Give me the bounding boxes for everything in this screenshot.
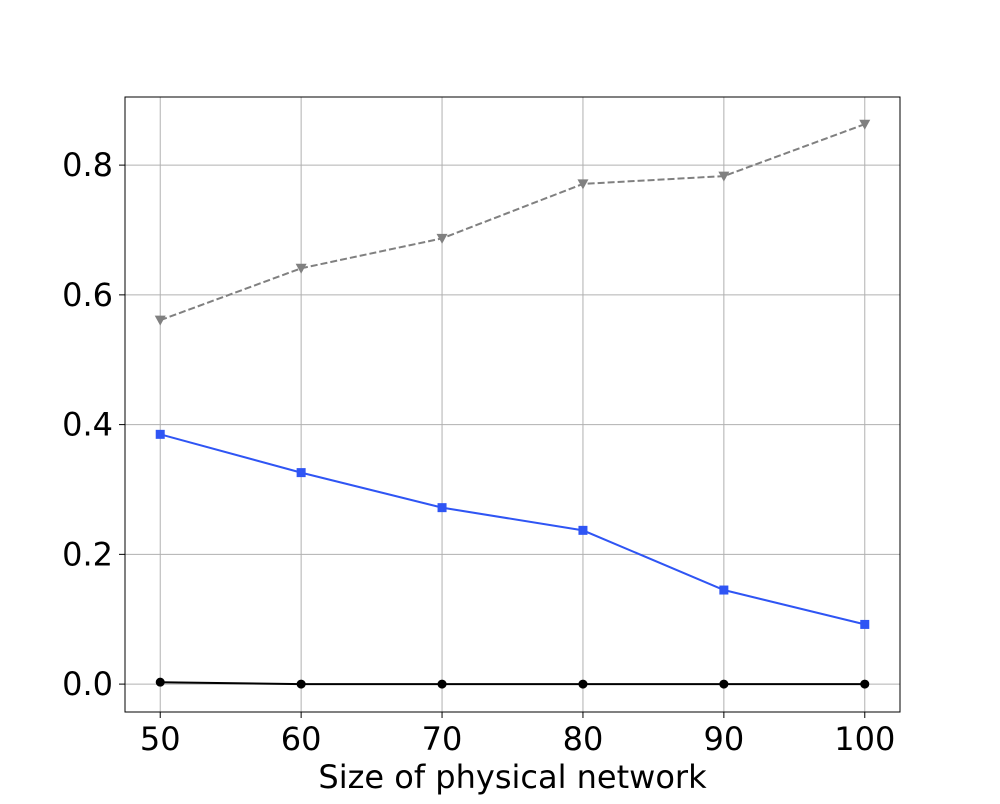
series-2-point [719,585,729,595]
series-3-line [160,681,865,686]
series-3-point [296,679,306,689]
series-3-point [860,679,870,689]
y-tick-label: 0.0 [62,665,113,703]
x-axis-title: Size of physical network [318,758,707,796]
series-1-point [295,263,307,274]
series-1-point [718,171,730,182]
series-2-point [860,619,870,629]
series-2-point [155,429,165,439]
series-2-line [159,433,866,626]
x-tick-label: 70 [422,720,463,758]
series-1-point [436,233,448,244]
series-3-point [437,679,447,689]
series-2-point [578,525,588,535]
y-tick-label: 0.2 [62,535,113,573]
series-3-point [719,679,729,689]
series-2-point [296,468,306,478]
x-tick-label: 60 [281,720,322,758]
x-tick-label: 90 [704,720,745,758]
series-1-point [154,315,166,326]
series-1 [154,119,871,326]
series-2 [155,429,870,629]
series-2-point [437,503,447,513]
series-3-point [155,677,165,687]
series-1-line [159,123,866,322]
series-group [154,119,871,689]
y-tick-label: 0.6 [62,276,113,314]
series-1-point [577,179,589,190]
series-3 [155,677,870,689]
y-tick-label: 0.8 [62,146,113,184]
x-tick-label: 100 [834,720,895,758]
plot-area-frame [124,96,901,713]
x-tick-label: 50 [140,720,181,758]
series-1-point [859,119,871,130]
axis-ticks: 50 60 70 80 90 100 0.0 0.2 0.4 0.6 0.8 [62,146,895,758]
y-tick-label: 0.4 [62,406,113,444]
series-3-point [578,679,588,689]
x-tick-label: 80 [563,720,604,758]
